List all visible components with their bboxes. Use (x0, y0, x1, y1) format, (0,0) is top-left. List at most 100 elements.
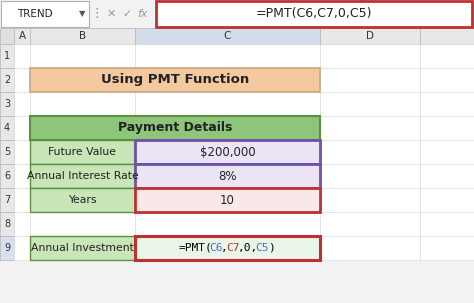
Bar (30, 236, 135, 260)
Bar (320, 236, 420, 260)
Bar (30, 116, 135, 140)
Text: 1: 1 (4, 51, 10, 61)
Bar (420, 188, 474, 212)
Bar (30, 164, 135, 188)
Bar (420, 92, 474, 116)
Bar (30, 44, 135, 68)
Text: Annual Interest Rate: Annual Interest Rate (27, 171, 138, 181)
Text: Payment Details: Payment Details (118, 122, 232, 135)
Text: 2: 2 (4, 75, 10, 85)
Bar (135, 164, 320, 188)
Bar (135, 212, 320, 236)
Bar (420, 140, 474, 164)
Bar (420, 212, 474, 236)
Bar (14, 44, 30, 68)
Bar (14, 188, 30, 212)
Text: 10: 10 (220, 194, 235, 207)
Bar (30, 92, 135, 116)
Text: ⋮: ⋮ (91, 8, 103, 21)
Bar (0, 140, 14, 164)
Bar (135, 140, 320, 164)
Text: fx: fx (138, 9, 148, 19)
Bar (320, 164, 420, 188)
Text: 9: 9 (4, 243, 10, 253)
Text: TREND: TREND (17, 9, 53, 19)
Bar (420, 44, 474, 68)
Bar (135, 188, 320, 212)
Bar (30, 68, 320, 92)
Bar (0, 28, 14, 44)
Bar (135, 236, 320, 260)
Text: ▼: ▼ (79, 9, 85, 18)
Bar (420, 164, 474, 188)
Bar (135, 28, 320, 44)
Text: ,0,: ,0, (237, 243, 258, 253)
Bar (30, 116, 320, 140)
Bar (30, 164, 135, 188)
Bar (30, 140, 135, 164)
Text: =PMT(: =PMT( (179, 243, 212, 253)
Bar (1, 1, 89, 27)
Bar (0, 236, 14, 260)
Bar (14, 28, 30, 44)
Bar (135, 116, 320, 140)
Bar (320, 28, 420, 44)
Bar (14, 116, 30, 140)
Text: ,: , (221, 243, 228, 253)
Bar (320, 116, 420, 140)
Bar (135, 164, 320, 188)
Bar (0, 44, 14, 68)
Bar (30, 236, 135, 260)
Bar (135, 140, 320, 164)
Bar (135, 68, 320, 92)
Text: 7: 7 (4, 195, 10, 205)
Bar (30, 212, 135, 236)
Bar (0, 116, 14, 140)
Text: A: A (18, 31, 26, 41)
Bar (320, 140, 420, 164)
Bar (14, 212, 30, 236)
Bar (420, 116, 474, 140)
Bar (30, 140, 135, 164)
Bar (0, 164, 14, 188)
Bar (30, 188, 135, 212)
Text: C: C (224, 31, 231, 41)
Text: C6: C6 (209, 243, 223, 253)
Text: ✓: ✓ (122, 9, 132, 19)
Text: C7: C7 (227, 243, 240, 253)
Bar (135, 44, 320, 68)
Bar (320, 44, 420, 68)
Bar (135, 92, 320, 116)
Bar (320, 188, 420, 212)
Text: =PMT(C6,C7,0,C5): =PMT(C6,C7,0,C5) (256, 8, 372, 21)
Bar (156, 1, 472, 27)
Bar (0, 68, 14, 92)
Bar (320, 212, 420, 236)
Bar (30, 188, 135, 212)
Text: Annual Investment: Annual Investment (31, 243, 134, 253)
Text: 8%: 8% (218, 169, 237, 182)
Text: 4: 4 (4, 123, 10, 133)
Bar (14, 236, 30, 260)
Text: 3: 3 (4, 99, 10, 109)
Text: 5: 5 (4, 147, 10, 157)
Bar (0, 188, 14, 212)
Text: Years: Years (68, 195, 97, 205)
Bar (0, 212, 14, 236)
Text: Using PMT Function: Using PMT Function (101, 74, 249, 86)
Bar (135, 236, 320, 260)
Bar (30, 68, 135, 92)
Bar (0, 92, 14, 116)
Text: B: B (79, 31, 86, 41)
Bar (14, 140, 30, 164)
Bar (420, 236, 474, 260)
Text: C5: C5 (255, 243, 269, 253)
Bar (14, 68, 30, 92)
Bar (30, 28, 135, 44)
Bar (14, 164, 30, 188)
Text: ✕: ✕ (106, 9, 116, 19)
Text: 6: 6 (4, 171, 10, 181)
Text: $200,000: $200,000 (200, 145, 255, 158)
Bar (135, 188, 320, 212)
Text: Future Value: Future Value (48, 147, 117, 157)
